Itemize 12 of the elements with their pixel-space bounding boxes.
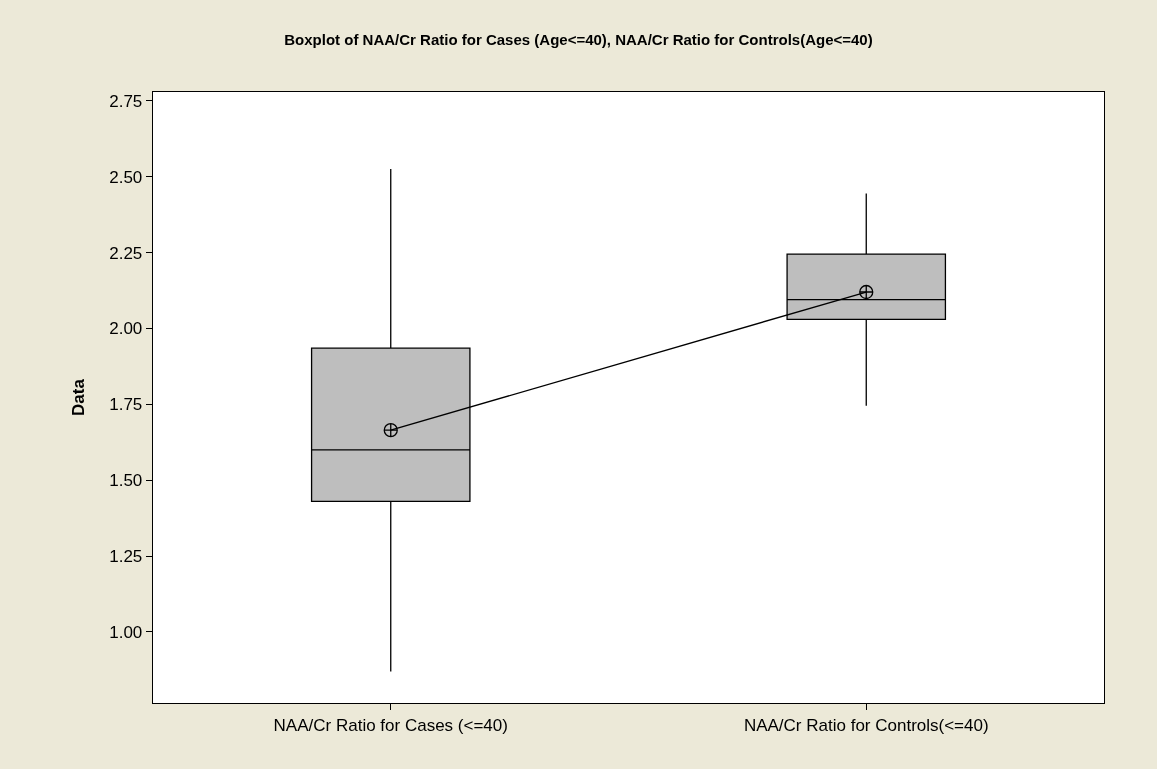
x-tick-label: NAA/Cr Ratio for Cases (<=40) <box>273 715 508 735</box>
y-axis-title: Data <box>68 378 88 416</box>
y-tick-label: 2.50 <box>109 167 143 187</box>
y-tick-label: 1.50 <box>109 471 143 491</box>
y-tick-label: 1.25 <box>109 547 143 567</box>
y-tick-label: 2.75 <box>109 91 143 111</box>
y-tick-label: 2.00 <box>109 319 143 339</box>
y-tick-label: 1.00 <box>109 622 143 642</box>
y-tick-label: 2.25 <box>109 243 143 263</box>
x-tick-label: NAA/Cr Ratio for Controls(<=40) <box>743 715 989 735</box>
chart-title: Boxplot of NAA/Cr Ratio for Cases (Age<=40), NAA/Cr Ratio for Controls(Age<=40) <box>284 31 873 49</box>
y-tick-label: 1.75 <box>109 395 143 415</box>
